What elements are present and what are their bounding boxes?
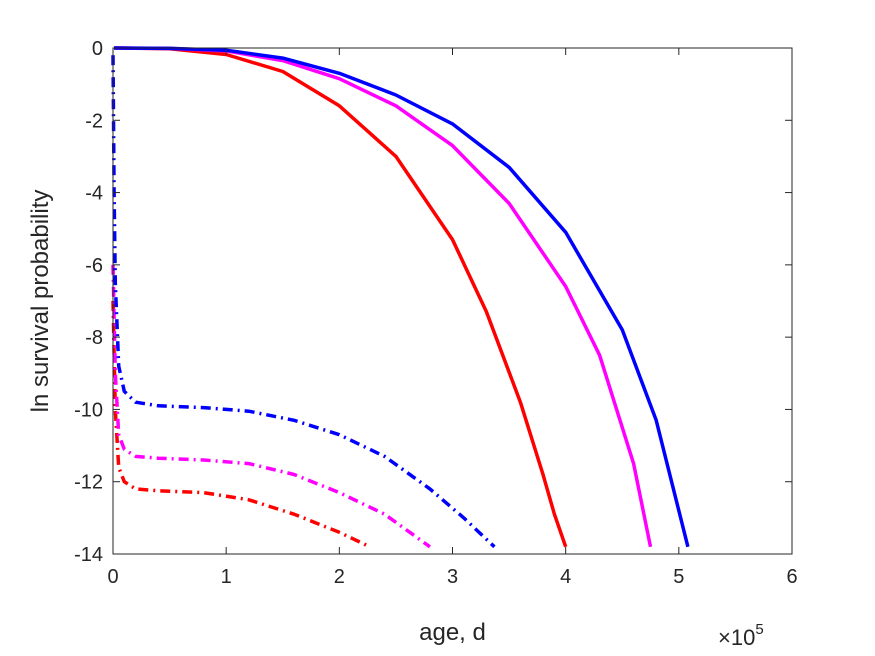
ticks-layer: 0 1 2 3 4 5 6 0 -2 -4 -6 -8 -10 -12 -14: [74, 38, 797, 588]
series-line-5: [111, 264, 431, 549]
y-axis-label: ln survival probability: [27, 190, 54, 413]
series-layer: [111, 46, 690, 549]
y-tick-label: -14: [74, 544, 103, 566]
y-tick-label: -4: [85, 183, 103, 205]
x-axis-exponent-power: 5: [755, 621, 763, 638]
y-tick-label: -8: [85, 327, 103, 349]
x-tick-label: 5: [673, 566, 684, 588]
y-tick-label: -6: [85, 255, 103, 277]
series-line-4: [111, 300, 371, 549]
x-tick-label: 1: [221, 566, 232, 588]
y-tick-label: -12: [74, 472, 103, 494]
y-tick-label: 0: [92, 38, 103, 60]
series-line-3: [114, 46, 690, 548]
x-axis-exponent-base: ×10: [718, 625, 755, 650]
x-tick-label: 0: [107, 566, 118, 588]
x-tick-label: 4: [560, 566, 571, 588]
x-tick-label: 2: [334, 566, 345, 588]
x-tick-label: 6: [786, 566, 797, 588]
y-tick-label: -2: [85, 110, 103, 132]
x-tick-label: 3: [447, 566, 458, 588]
x-axis-label: age, d: [419, 619, 486, 646]
series-line-6: [111, 55, 496, 549]
x-axis-exponent-label: ×105: [718, 621, 764, 650]
series-line-1: [114, 46, 568, 548]
y-tick-label: -10: [74, 399, 103, 421]
